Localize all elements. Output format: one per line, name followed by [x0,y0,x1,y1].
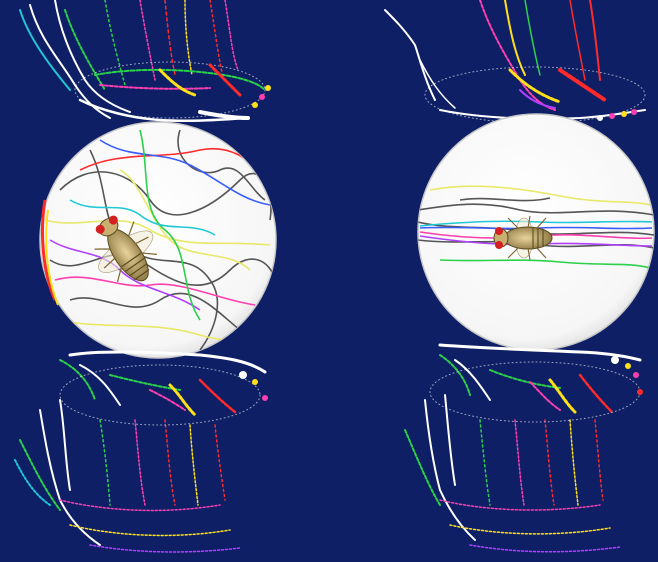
lower-terminal-dots-right [611,356,643,395]
lower-terminal-dots-left [239,371,268,401]
upper-terminal-dots-left [252,85,271,108]
lower-neuron-cluster-left [14,350,267,553]
upper-neuron-cluster-left [19,0,266,123]
lower-neuron-cluster-right [404,343,642,553]
fly-icon [493,215,553,261]
right-panel [384,0,655,553]
fly-icon [94,215,157,283]
walking-trajectories-right [418,185,654,269]
walking-trajectories-left [44,129,276,351]
upper-terminal-dots-right [597,109,637,121]
upper-neuron-cluster-right [384,0,646,124]
left-panel [14,0,277,553]
